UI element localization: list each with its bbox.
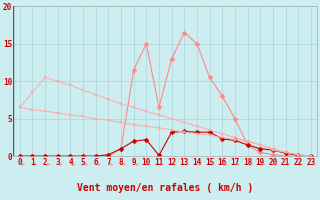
X-axis label: Vent moyen/en rafales ( km/h ): Vent moyen/en rafales ( km/h ) bbox=[77, 183, 253, 193]
